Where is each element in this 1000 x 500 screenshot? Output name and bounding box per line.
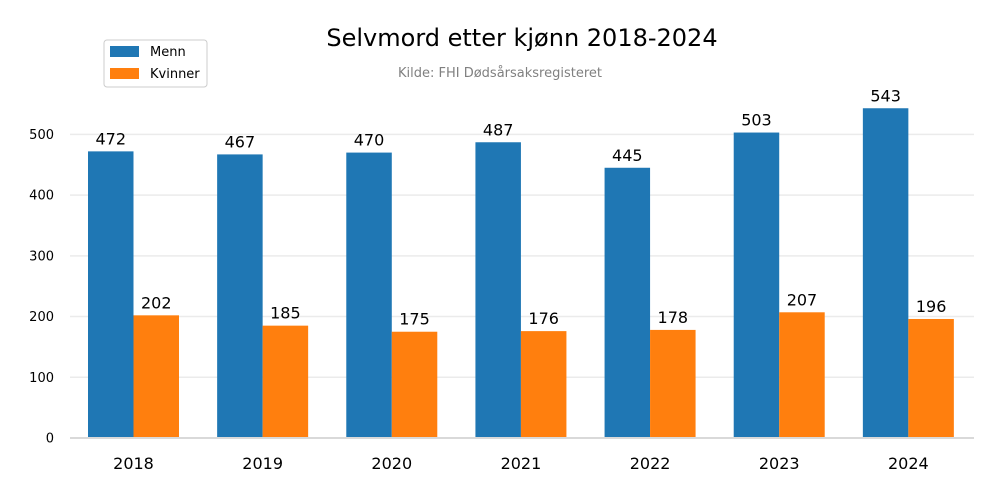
bar-kvinner-2022 [650,329,696,438]
data-label: 176 [528,309,559,328]
y-tick-label: 500 [29,128,54,143]
bar-kvinner-2020 [391,331,438,438]
x-tick-label: 2019 [242,454,283,473]
y-tick-label: 0 [46,432,54,447]
x-tick-label: 2024 [888,454,929,473]
data-label: 185 [270,304,301,323]
bar-kvinner-2021 [520,331,567,438]
bar-menn-2019 [217,154,263,439]
bar-kvinner-2023 [779,312,825,438]
bar-kvinner-2024 [908,318,954,438]
bar-menn-2021 [475,142,521,438]
x-axis: 2018 2019 2020 2021 2022 2023 2024 [113,454,929,473]
data-label: 503 [741,111,772,130]
legend-label-kvinner: Kvinner [150,67,200,82]
bar-kvinner-2018 [133,315,179,438]
legend: Menn Kvinner [103,39,208,88]
data-label: 543 [870,86,901,105]
bar-menn-2018 [88,151,134,438]
bars [88,108,954,439]
x-tick-label: 2018 [113,454,154,473]
data-label: 467 [225,132,256,151]
legend-label-menn: Menn [150,45,186,60]
data-label: 470 [354,131,385,150]
data-label: 202 [141,293,172,312]
bar-menn-2023 [733,132,780,439]
y-axis: 0 100 200 300 400 500 [29,128,54,447]
y-tick-label: 300 [29,249,54,264]
bar-menn-2022 [604,167,651,438]
data-label: 196 [916,297,947,316]
data-label: 487 [483,120,514,139]
legend-swatch-kvinner [110,68,139,79]
x-tick-label: 2022 [630,454,671,473]
chart-subtitle: Kilde: FHI Dødsårsaksregisteret [398,66,602,81]
bar-menn-2024 [862,108,909,438]
data-label: 175 [399,310,430,329]
legend-swatch-menn [110,46,139,57]
bar-menn-2020 [346,152,392,438]
y-tick-label: 200 [29,310,54,325]
data-label: 445 [612,146,643,165]
x-tick-label: 2021 [501,454,542,473]
data-label: 472 [95,129,126,148]
data-label: 207 [787,290,818,309]
data-label: 178 [658,308,689,327]
y-tick-label: 400 [29,189,54,204]
bar-kvinner-2019 [262,325,309,438]
y-tick-label: 100 [29,371,54,386]
x-tick-label: 2023 [759,454,800,473]
data-labels: 472 202 467 185 470 175 487 176 445 178 503 207 543 1… [95,86,946,328]
x-tick-label: 2020 [371,454,412,473]
chart-title: Selvmord etter kjønn 2018-2024 [326,24,717,52]
